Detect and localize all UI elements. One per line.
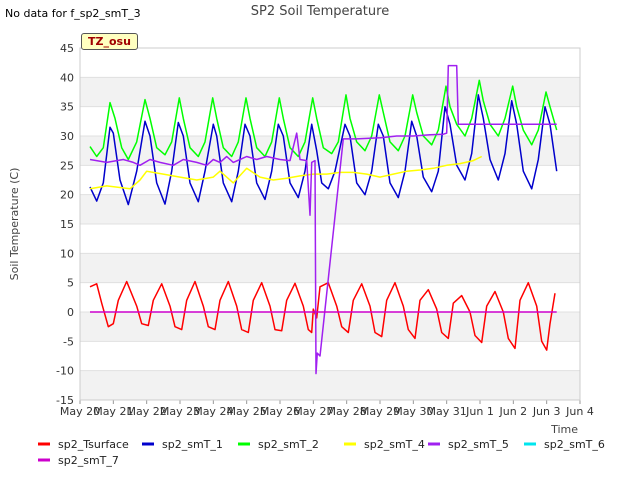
y-tick-label: 20	[60, 189, 74, 202]
no-data-note: No data for f_sp2_smT_3	[5, 7, 141, 20]
y-tick-label: -5	[63, 335, 74, 348]
x-tick-label: May 22	[127, 405, 167, 418]
y-tick-label: 15	[60, 218, 74, 231]
x-tick-label: May 30	[393, 405, 433, 418]
grid-band	[80, 77, 580, 107]
x-tick-label: May 21	[93, 405, 133, 418]
plot-background	[80, 47, 580, 401]
grid-band	[80, 136, 580, 166]
y-tick-label: 30	[60, 130, 74, 143]
x-tick-label: Jun 2	[498, 405, 527, 418]
y-axis-ticks: -15 -10 -5 0 5 10 15 20 25 30 35 40 45	[56, 42, 74, 407]
y-tick-label: 10	[60, 247, 74, 260]
legend-label: sp2_smT_4	[364, 438, 425, 451]
x-tick-label: May 27	[293, 405, 333, 418]
x-tick-label: May 23	[160, 405, 200, 418]
y-tick-label: 5	[67, 277, 74, 290]
x-tick-label: Jun 4	[565, 405, 594, 418]
x-tick-label: May 25	[227, 405, 267, 418]
legend-label: sp2_smT_5	[448, 438, 509, 451]
y-tick-label: -10	[56, 365, 74, 378]
x-tick-label: Jun 3	[532, 405, 561, 418]
series-line-sp2_smT_1	[89, 94, 558, 206]
series-line-sp2_smT_5	[89, 64, 557, 375]
y-tick-label: 0	[67, 306, 74, 319]
series-line-sp2_smT_2	[89, 79, 558, 161]
y-tick-label: 35	[60, 101, 74, 114]
x-tick-label: May 28	[327, 405, 367, 418]
x-tick-label: May 26	[260, 405, 300, 418]
legend-label: sp2_smT_7	[58, 454, 119, 467]
y-tick-label: -15	[56, 394, 74, 407]
series-lines	[89, 64, 558, 375]
y-tick-label: 25	[60, 159, 74, 172]
series-line-sp2_Tsurface	[89, 280, 556, 351]
plot-frame	[79, 47, 581, 401]
series-line-sp2_smT_4	[89, 155, 483, 190]
x-axis-label: Time	[550, 423, 578, 436]
x-tick-label: May 31	[427, 405, 467, 418]
x-tick-label: May 20	[60, 405, 100, 418]
y-tick-label: 40	[60, 71, 74, 84]
legend-label: sp2_smT_1	[162, 438, 223, 451]
y-tick-label: 45	[60, 42, 74, 55]
grid-band	[80, 370, 580, 400]
timezone-badge: TZ_osu	[81, 33, 138, 50]
x-tick-label: Jun 1	[465, 405, 494, 418]
grid-band	[80, 312, 580, 342]
grid-band	[80, 194, 580, 224]
x-tick-label: May 29	[360, 405, 400, 418]
y-axis-label: Soil Temperature (C)	[8, 168, 21, 281]
x-tick-label: May 24	[193, 405, 233, 418]
legend: sp2_Tsurface sp2_smT_1 sp2_smT_2 sp2_smT_4 s…	[38, 438, 605, 467]
legend-label: sp2_smT_6	[544, 438, 605, 451]
legend-label: sp2_smT_2	[258, 438, 319, 451]
chart-title: SP2 Soil Temperature	[251, 4, 389, 19]
legend-label: sp2_Tsurface	[58, 438, 129, 451]
